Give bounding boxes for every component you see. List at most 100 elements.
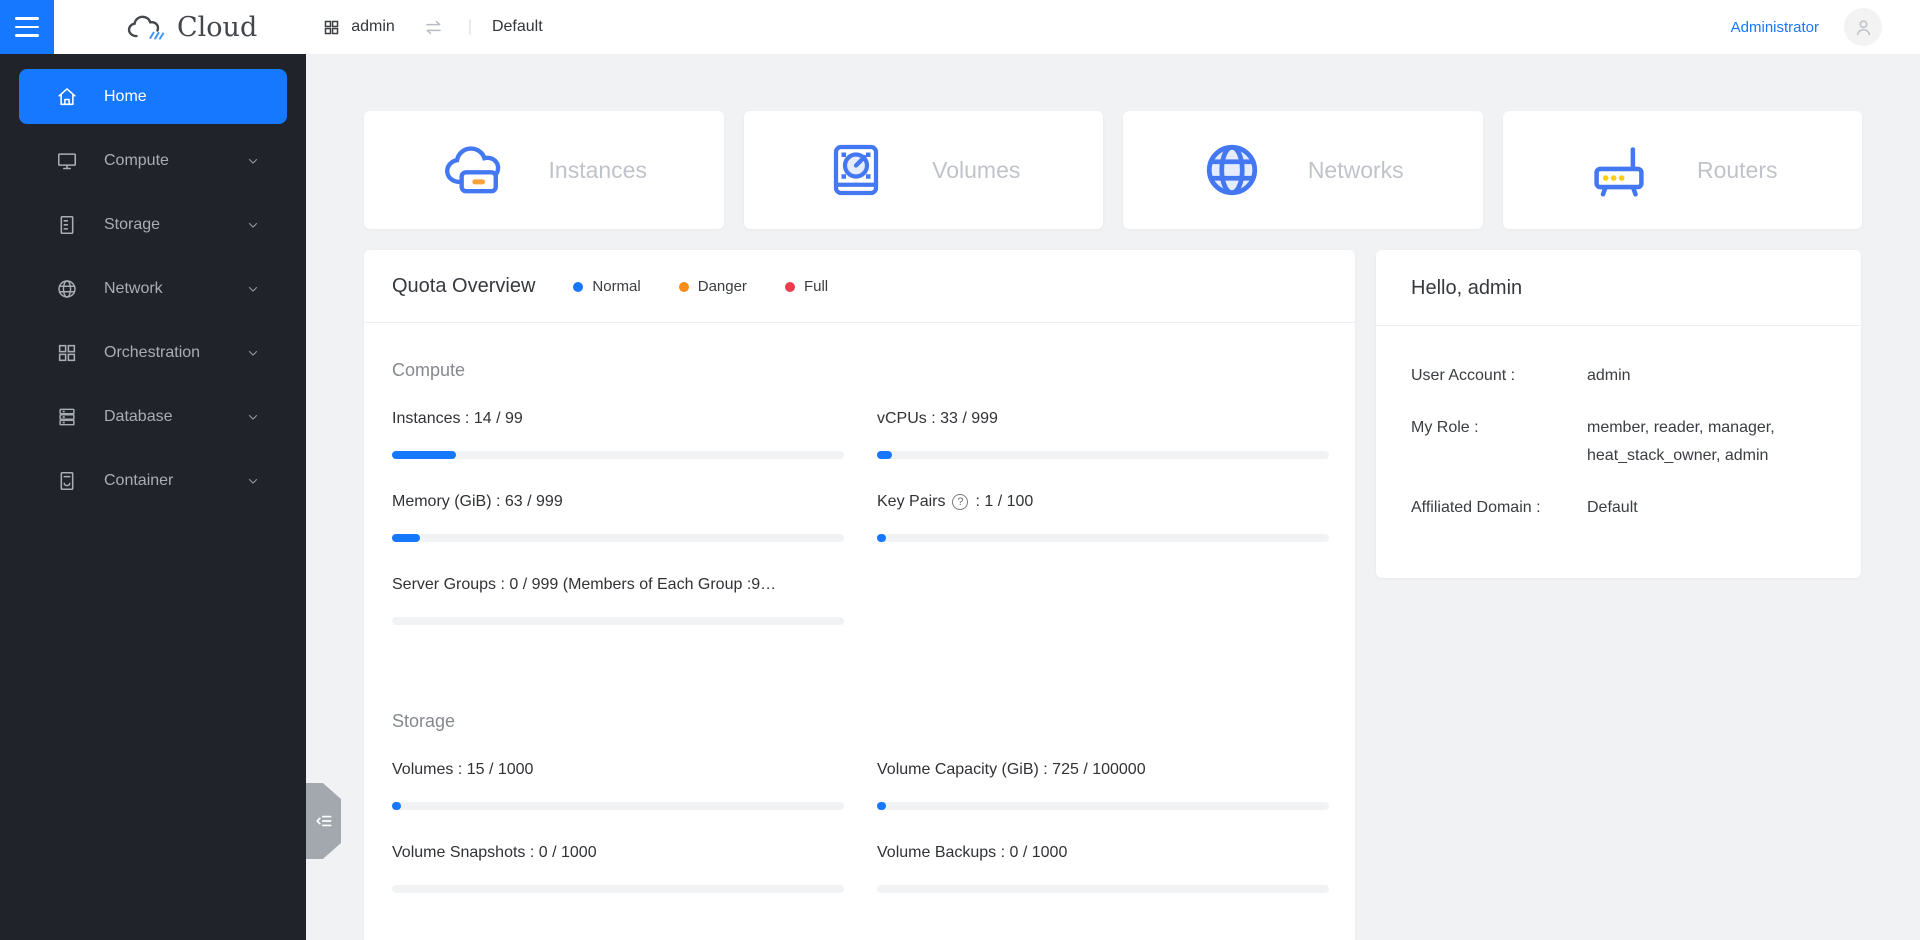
cloud-logo-icon — [126, 12, 168, 42]
legend-label: Normal — [592, 278, 641, 295]
quota-item-value: : 1 / 100 — [975, 493, 1034, 510]
quota-item-label: Volume Backups : 0 / 1000 — [877, 844, 1329, 862]
quota-section-storage: Storage Volumes : 15 / 1000 Volume Capacit… — [392, 711, 1329, 927]
legend-label: Danger — [697, 278, 747, 295]
instances-icon — [441, 139, 503, 201]
shortcut-card-routers[interactable]: Routers — [1502, 111, 1862, 229]
shortcut-card-instances[interactable]: Instances — [364, 111, 724, 229]
legend-item-normal: Normal — [573, 278, 641, 295]
profile-row-user-account: User Account : admin — [1411, 362, 1826, 390]
shortcut-card-label: Routers — [1696, 156, 1778, 183]
quota-item-label: Key Pairs? : 1 / 100 — [877, 493, 1329, 511]
sidebar-item-storage[interactable]: Storage — [19, 197, 287, 252]
sidebar-item-orchestration[interactable]: Orchestration — [19, 325, 287, 380]
quota-progress-fill — [392, 802, 401, 810]
quota-progress-bar — [392, 885, 844, 893]
sidebar-item-label: Orchestration — [104, 343, 201, 361]
sidebar-collapse-tab[interactable] — [306, 783, 341, 859]
profile-row-my-role: My Role : member, reader, manager, heat_s… — [1411, 414, 1826, 470]
quota-section-heading: Storage — [392, 711, 456, 731]
main-content: Instances Volumes Networks Routers Quota Ov… — [306, 54, 1920, 940]
menu-toggle-button[interactable] — [0, 0, 54, 54]
profile-row-label: Affiliated Domain : — [1411, 499, 1541, 516]
quota-progress-bar — [877, 534, 1329, 542]
chevron-down-icon — [246, 282, 260, 296]
quota-item-label: Volume Snapshots : 0 / 1000 — [392, 844, 844, 862]
quota-item-label: vCPUs : 33 / 999 — [877, 410, 1329, 428]
chevron-down-icon — [246, 474, 260, 488]
quota-progress-bar — [877, 885, 1329, 893]
topbar-right: Administrator — [1731, 8, 1920, 46]
swap-icon — [423, 17, 444, 38]
sidebar-item-compute[interactable]: Compute — [19, 133, 287, 188]
quota-item-label: Server Groups : 0 / 999 (Members of Each… — [392, 576, 844, 594]
quota-item-volume-snapshots-0-1000: Volume Snapshots : 0 / 1000 — [392, 844, 844, 893]
menu-fold-icon — [314, 811, 334, 831]
legend-item-full: Full — [784, 278, 829, 295]
sidebar-item-label: Network — [104, 279, 163, 297]
quota-item-memory-gib-63-999: Memory (GiB) : 63 / 999 — [392, 493, 844, 542]
legend-label: Full — [803, 278, 829, 295]
quota-progress-bar — [877, 802, 1329, 810]
quota-title: Quota Overview — [392, 275, 536, 297]
topbar: Cloud admin | Default Administrator — [0, 0, 1920, 54]
profile-row-affiliated-domain: Affiliated Domain : Default — [1411, 494, 1826, 522]
profile-row-label: My Role : — [1411, 419, 1479, 436]
project-switcher[interactable]: admin — [323, 18, 395, 36]
quota-item-text: Volumes : 15 / 1000 — [392, 761, 534, 778]
quota-item-text: Instances : 14 / 99 — [392, 410, 523, 427]
profile-row-value: Default — [1587, 499, 1638, 516]
sidebar-item-network[interactable]: Network — [19, 261, 287, 316]
quota-item-label: Volume Capacity (GiB) : 725 / 100000 — [877, 761, 1329, 779]
database-icon — [56, 406, 78, 428]
networks-icon — [1202, 140, 1262, 200]
quota-body: Compute Instances : 14 / 99 vCPUs : 33 / 9… — [364, 323, 1355, 927]
quota-progress-fill — [392, 534, 421, 542]
profile-row-value: member, reader, manager, heat_stack_owne… — [1587, 419, 1775, 464]
sidebar-item-label: Database — [104, 407, 173, 425]
container-icon — [56, 470, 78, 492]
quota-item-volumes-15-1000: Volumes : 15 / 1000 — [392, 761, 844, 810]
breadcrumb: admin | Default — [323, 17, 543, 38]
quota-overview-card: Quota Overview Normal Danger Full Compute I… — [364, 250, 1355, 940]
person-icon — [1853, 17, 1874, 38]
profile-body: User Account : admin My Role : member, read… — [1376, 326, 1861, 576]
chevron-down-icon — [246, 410, 260, 424]
legend-dot — [573, 281, 584, 292]
sidebar-item-home[interactable]: Home — [19, 69, 287, 124]
quota-item-text: Volume Capacity (GiB) : 725 / 100000 — [877, 761, 1146, 778]
logo[interactable]: Cloud — [126, 12, 257, 43]
quota-section-heading: Compute — [392, 360, 466, 380]
question-circle-icon[interactable]: ? — [952, 494, 969, 510]
quota-item-text: Volume Backups : 0 / 1000 — [877, 844, 1068, 861]
quota-item-text: vCPUs : 33 / 999 — [877, 410, 998, 427]
chevron-down-icon — [246, 154, 260, 168]
chevron-down-icon — [246, 346, 260, 360]
quota-progress-bar — [392, 802, 844, 810]
quota-section-compute: Compute Instances : 14 / 99 vCPUs : 33 / 9… — [392, 360, 1329, 659]
quota-item-text: Memory (GiB) : 63 / 999 — [392, 493, 563, 510]
quota-item-text: Server Groups : 0 / 999 (Members of Each… — [392, 576, 777, 593]
shortcut-card-label: Instances — [548, 156, 647, 183]
sidebar: Home Compute Storage Network Orchestration Da… — [0, 54, 306, 940]
quota-grid: Volumes : 15 / 1000 Volume Capacity (GiB)… — [392, 761, 1329, 927]
shortcut-card-networks[interactable]: Networks — [1123, 111, 1483, 229]
logo-text: Cloud — [177, 11, 258, 43]
orchestration-icon — [56, 342, 78, 364]
sidebar-item-label: Storage — [104, 215, 161, 233]
sidebar-item-container[interactable]: Container — [19, 453, 287, 508]
shortcut-card-label: Networks — [1307, 156, 1404, 183]
quota-item-server-groups-0-999-members-of-each-group-9: Server Groups : 0 / 999 (Members of Each… — [392, 576, 844, 625]
shortcut-card-volumes[interactable]: Volumes — [743, 111, 1103, 229]
quota-item-vcpus-33-999: vCPUs : 33 / 999 — [877, 410, 1329, 459]
quota-item-volume-capacity-gib-725-100000: Volume Capacity (GiB) : 725 / 100000 — [877, 761, 1329, 810]
breadcrumb-divider: | — [467, 18, 472, 35]
administrator-link[interactable]: Administrator — [1730, 18, 1819, 36]
switch-project-button[interactable] — [423, 17, 444, 38]
sidebar-item-database[interactable]: Database — [19, 389, 287, 444]
storage-icon — [56, 214, 78, 236]
avatar[interactable] — [1844, 8, 1882, 46]
quota-progress-bar — [877, 451, 1329, 459]
quota-legend: Normal Danger Full — [573, 278, 828, 295]
